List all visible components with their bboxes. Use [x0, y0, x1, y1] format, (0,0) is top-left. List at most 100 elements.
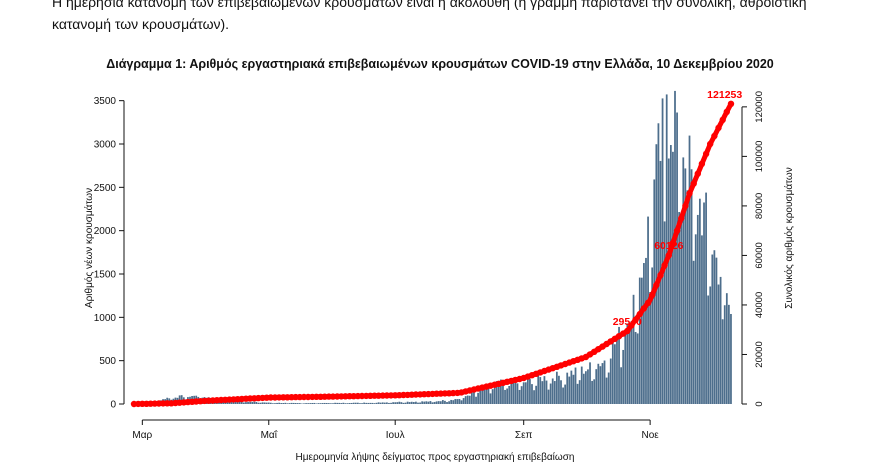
daily-bar	[398, 401, 401, 404]
daily-bar	[274, 403, 276, 404]
daily-bar	[381, 402, 384, 404]
daily-bar	[317, 403, 320, 404]
daily-bar	[495, 381, 498, 404]
daily-bar	[667, 158, 670, 404]
daily-bar	[618, 326, 620, 404]
daily-bar	[363, 402, 365, 404]
daily-bar	[245, 402, 247, 404]
daily-bar	[404, 402, 407, 404]
daily-bar	[576, 383, 579, 404]
daily-bar	[539, 377, 542, 404]
daily-bar	[392, 402, 394, 404]
chart-title: Διάγραμμα 1: Αριθμός εργαστηριακά επιβεβ…	[106, 57, 774, 71]
daily-bar	[607, 372, 610, 404]
daily-bar	[682, 157, 685, 404]
daily-bar	[402, 402, 405, 404]
daily-bar	[450, 399, 453, 404]
daily-bar	[456, 399, 459, 404]
daily-bar	[230, 401, 233, 404]
y2-tick-label: 60000	[754, 242, 765, 268]
daily-bar	[589, 362, 591, 404]
daily-bar	[657, 123, 660, 404]
daily-bar	[327, 403, 330, 404]
cumulative-point	[649, 291, 656, 299]
daily-bar	[558, 375, 560, 404]
cumulative-point	[686, 190, 693, 197]
intro-text: Η ημερήσια κατανομή των επιβεβαιωμένων κ…	[52, 0, 832, 35]
daily-bar	[636, 333, 639, 404]
daily-bar	[688, 135, 691, 404]
y-tick-label: 3000	[94, 140, 117, 151]
daily-bar	[406, 401, 409, 404]
daily-bar	[595, 369, 598, 404]
daily-bar	[354, 402, 357, 404]
daily-bar	[560, 380, 562, 404]
x-tick-label: Νοε	[642, 430, 660, 441]
cumulative-point	[698, 160, 706, 167]
daily-bar	[518, 389, 521, 404]
daily-bar	[417, 402, 419, 404]
daily-bar	[599, 366, 602, 404]
daily-bar	[698, 198, 701, 404]
daily-bar	[348, 403, 351, 404]
daily-bar	[452, 400, 455, 404]
daily-bar	[427, 401, 430, 404]
daily-bar	[292, 402, 295, 404]
cumulative-point	[723, 108, 730, 116]
daily-bar	[717, 284, 720, 404]
daily-bar	[624, 333, 627, 404]
y2-tick-label: 100000	[754, 141, 765, 173]
daily-bar	[410, 401, 413, 404]
daily-bar	[288, 403, 291, 404]
daily-bar	[338, 402, 341, 404]
daily-bar	[487, 387, 490, 404]
daily-bar	[280, 403, 283, 404]
daily-bar	[298, 403, 301, 404]
daily-bar	[238, 400, 241, 404]
daily-bar	[282, 403, 285, 404]
daily-bar	[597, 363, 600, 404]
daily-bar	[394, 402, 397, 404]
daily-bar	[441, 400, 444, 404]
daily-bar	[520, 386, 523, 404]
daily-bar	[709, 286, 712, 404]
y2-axis-title: Συνολικός αριθμός κρουσμάτων	[783, 167, 795, 309]
daily-bar	[334, 402, 336, 404]
daily-bar	[553, 381, 556, 404]
daily-bar	[674, 90, 676, 404]
daily-bar	[522, 382, 525, 404]
x-tick-label: Σεπ	[515, 430, 533, 441]
daily-bar	[481, 389, 484, 404]
cumulative-point	[657, 272, 664, 279]
x-tick-label: Μαΐ	[261, 429, 278, 441]
cumulative-point	[636, 310, 643, 318]
daily-bar	[587, 369, 589, 404]
daily-bar	[361, 403, 363, 404]
daily-bar	[251, 401, 254, 404]
daily-bar	[346, 403, 349, 404]
cumulative-point	[673, 227, 681, 234]
daily-bar	[286, 403, 289, 404]
daily-bar	[377, 402, 380, 404]
daily-bar	[611, 341, 614, 404]
cumulative-point	[702, 150, 710, 158]
x-axis-title: Ημερομηνία λήψης δείγματος προς εργαστηρ…	[296, 451, 575, 463]
daily-bar	[628, 329, 631, 404]
daily-bar	[694, 234, 697, 404]
x-tick-label: Μαρ	[132, 430, 152, 441]
daily-bar	[180, 395, 183, 404]
daily-bar	[249, 402, 251, 404]
daily-bar	[601, 363, 604, 404]
cumulative-point	[715, 124, 722, 132]
daily-bar	[603, 360, 606, 404]
daily-bar	[555, 371, 558, 404]
daily-bar	[344, 403, 347, 404]
daily-bar	[386, 402, 388, 404]
daily-bar	[715, 257, 718, 404]
daily-bar	[261, 402, 264, 404]
daily-bar	[396, 402, 399, 404]
daily-bar	[263, 402, 266, 404]
daily-bar	[630, 321, 633, 404]
daily-bar	[508, 385, 511, 404]
